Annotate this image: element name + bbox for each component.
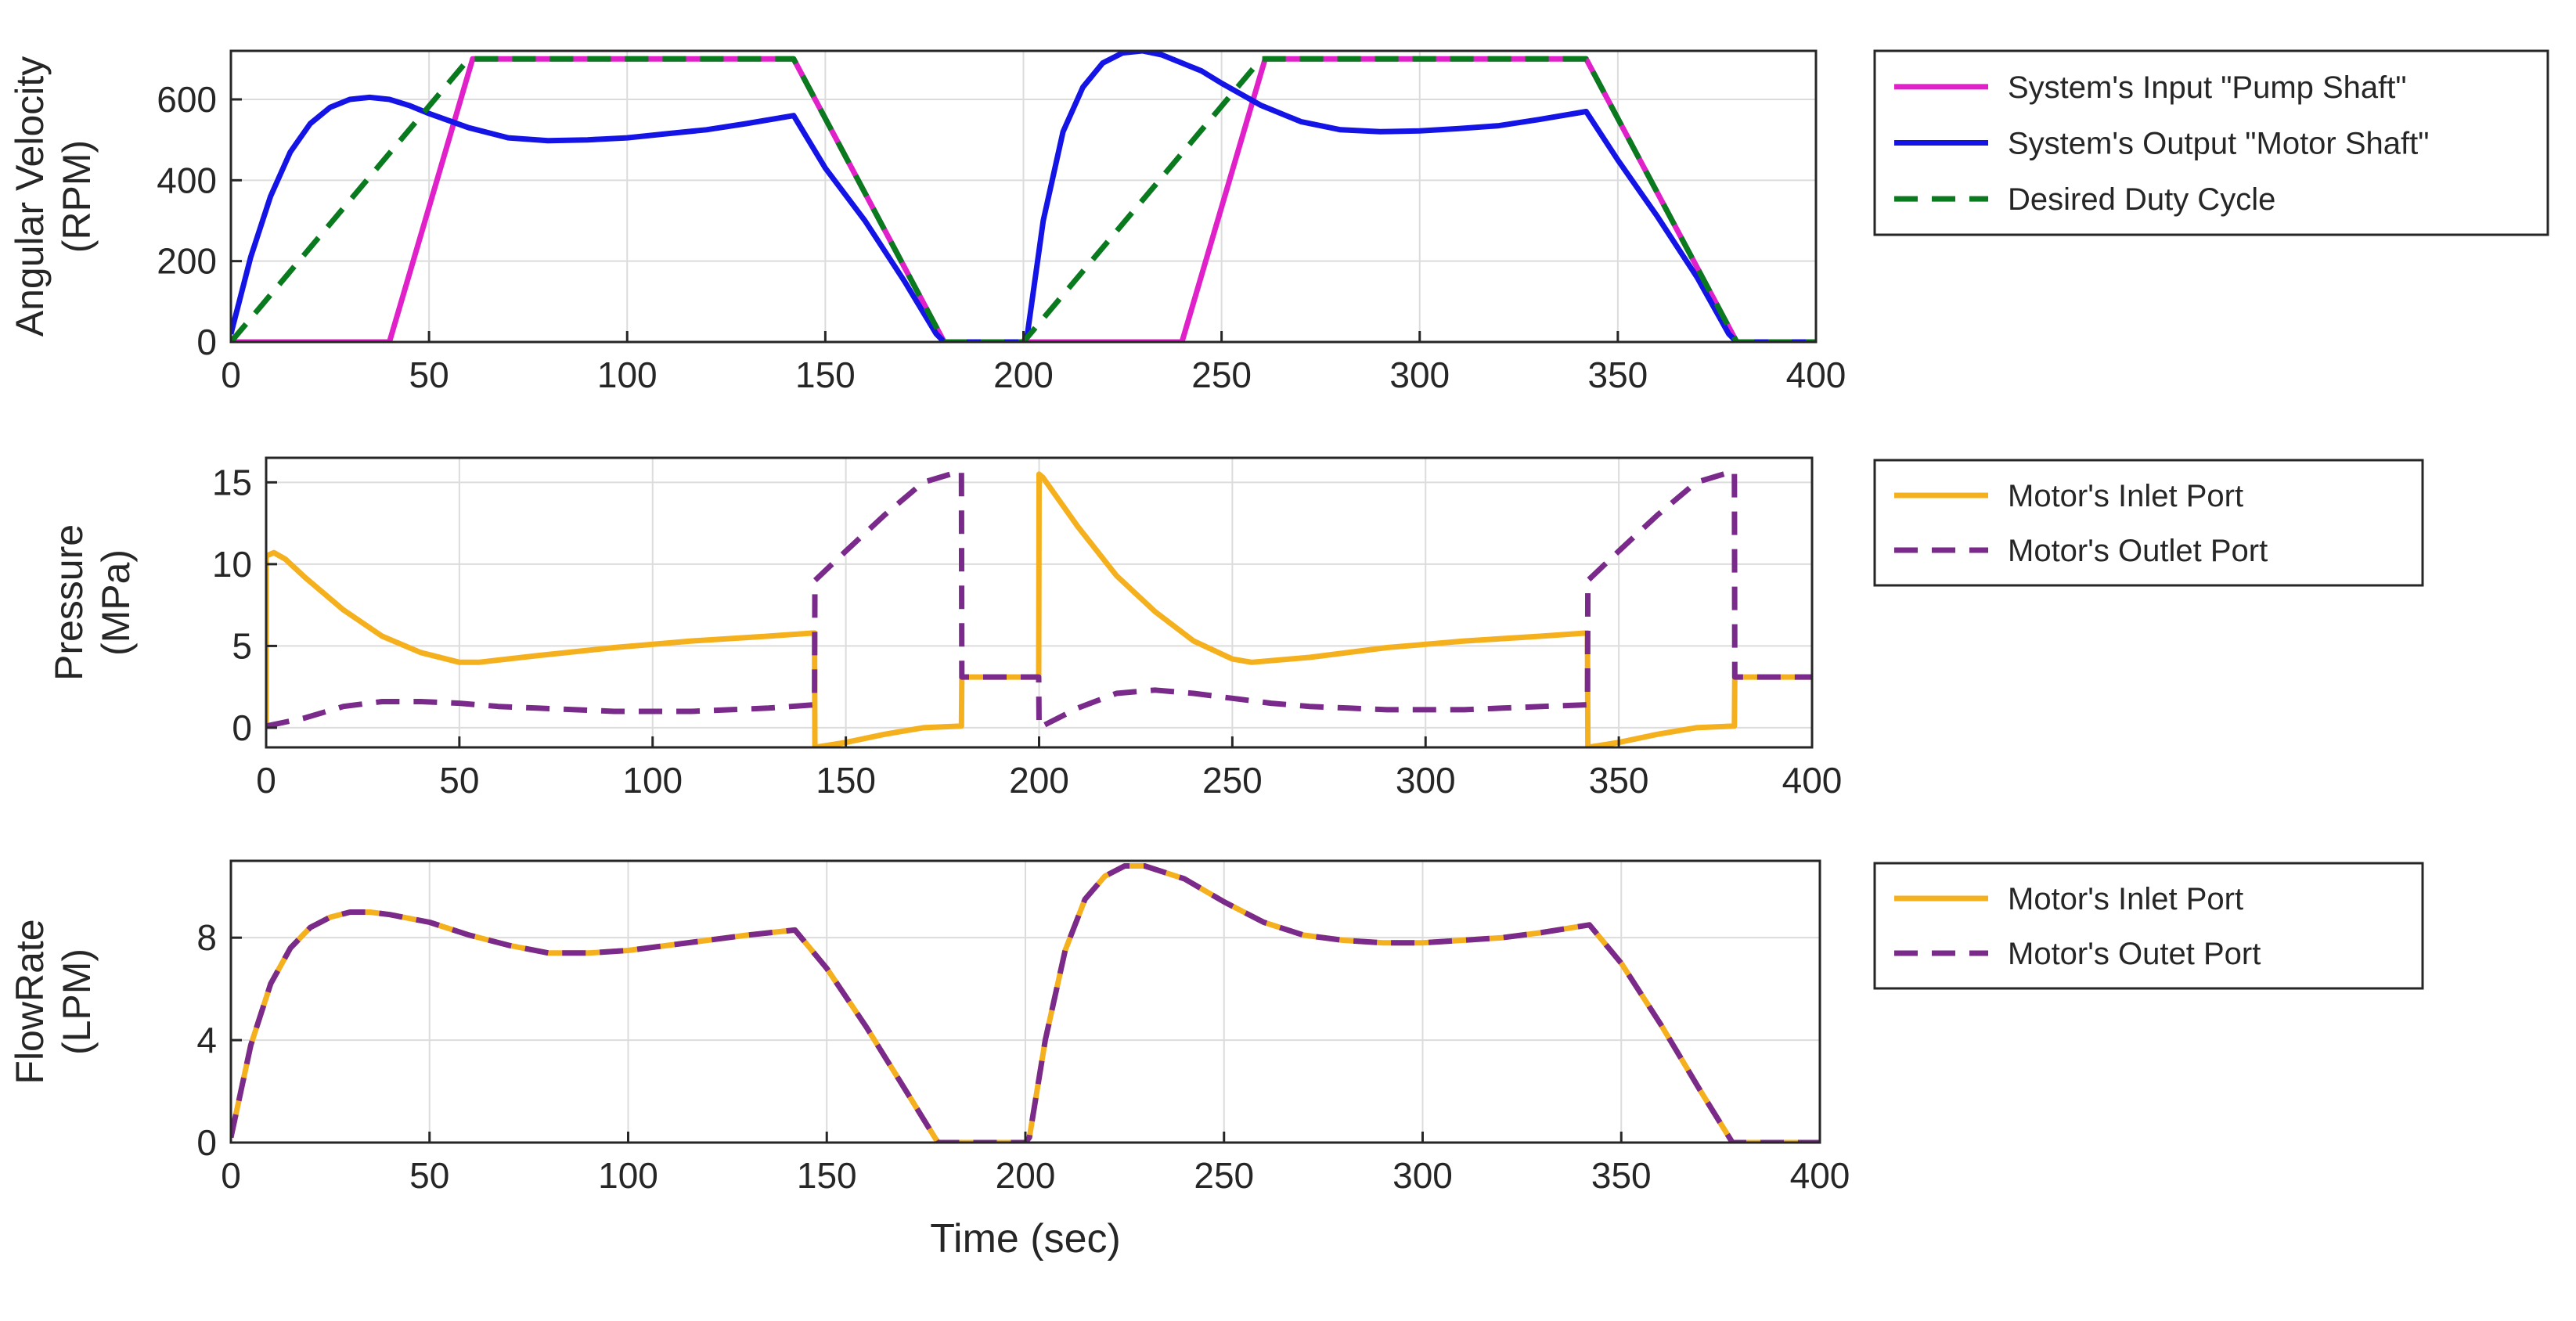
grid-lines [230, 861, 1821, 1143]
series-line-0 [231, 863, 1820, 1143]
series-lines [231, 51, 1816, 342]
series-lines [231, 863, 1820, 1143]
legend-label-1: System's Output "Motor Shaft" [2008, 127, 2429, 161]
y-axis-label-line1: Angular Velocity [8, 56, 52, 337]
legend: Motor's Inlet Port Motor's Outet Port [1873, 862, 2424, 990]
x-tick-label: 150 [797, 1155, 857, 1196]
y-tick-label: 0 [196, 322, 217, 362]
y-tick-label: 200 [157, 241, 217, 282]
panel-angular-velocity: 0 50 100 150 200 250 300 350 400 0 200 400 600 Angul… [8, 49, 2549, 395]
y-tick-label: 0 [196, 1122, 217, 1163]
tick-labels: 0 50 100 150 200 250 300 350 400 0 200 400 600 [157, 79, 1846, 395]
x-tick-label: 150 [795, 355, 856, 395]
y-tick-label: 5 [232, 625, 252, 666]
y-axis-label-line2: (LPM) [55, 948, 99, 1055]
legend-box [1873, 862, 2424, 990]
y-tick-label: 4 [196, 1020, 217, 1060]
y-tick-label: 10 [212, 544, 252, 585]
x-tick-label: 400 [1786, 355, 1846, 395]
x-tick-label: 300 [1396, 760, 1456, 801]
y-tick-label: 400 [157, 160, 217, 200]
x-tick-label: 300 [1392, 1155, 1453, 1196]
x-tick-label: 100 [622, 760, 683, 801]
series-line-0 [266, 471, 1812, 747]
x-tick-label: 350 [1591, 1155, 1652, 1196]
series-lines [266, 468, 1812, 747]
x-tick-label: 250 [1191, 355, 1252, 395]
x-tick-label: 400 [1782, 760, 1843, 801]
x-tick-label: 400 [1790, 1155, 1850, 1196]
y-axis-label-line2: (MPa) [94, 549, 138, 656]
legend-label-0: System's Input "Pump Shaft" [2008, 70, 2407, 105]
legend-label-0: Motor's Inlet Port [2008, 882, 2243, 916]
y-tick-label: 15 [212, 462, 252, 502]
x-tick-label: 350 [1589, 760, 1649, 801]
y-axis-label-line1: Pressure [47, 524, 91, 681]
x-tick-label: 200 [1009, 760, 1069, 801]
x-tick-label: 300 [1389, 355, 1450, 395]
x-tick-label: 0 [221, 355, 241, 395]
x-tick-label: 100 [597, 355, 658, 395]
y-tick-label: 8 [196, 917, 217, 958]
series-line-2 [231, 56, 1816, 342]
x-tick-label: 100 [598, 1155, 658, 1196]
x-tick-label: 150 [816, 760, 876, 801]
x-tick-label: 200 [996, 1155, 1056, 1196]
x-axis-label: Time (sec) [930, 1216, 1121, 1262]
legend-label-0: Motor's Inlet Port [2008, 479, 2243, 513]
y-axis-label-line2: (RPM) [55, 140, 99, 253]
legend-label-1: Motor's Outet Port [2008, 937, 2261, 971]
legend: Motor's Inlet Port Motor's Outlet Port [1873, 459, 2424, 587]
x-tick-label: 50 [439, 760, 479, 801]
x-tick-label: 200 [993, 355, 1054, 395]
legend: System's Input "Pump Shaft" System's Outp… [1873, 49, 2549, 236]
y-tick-label: 600 [157, 79, 217, 120]
y-axis-label-line1: FlowRate [8, 919, 52, 1084]
panel-flowrate: 0 50 100 150 200 250 300 350 400 0 4 8 FlowRate (LP… [8, 859, 2424, 1262]
legend-box [1873, 459, 2424, 587]
legend-label-2: Desired Duty Cycle [2008, 182, 2275, 217]
legend-label-1: Motor's Outlet Port [2008, 534, 2268, 568]
series-line-1 [266, 468, 1812, 731]
x-tick-label: 50 [409, 1155, 449, 1196]
y-tick-label: 0 [232, 707, 252, 748]
x-tick-label: 0 [256, 760, 276, 801]
x-tick-label: 350 [1588, 355, 1648, 395]
x-tick-label: 250 [1194, 1155, 1254, 1196]
tick-labels: 0 50 100 150 200 250 300 350 400 0 4 8 [196, 917, 1850, 1196]
x-tick-label: 0 [221, 1155, 241, 1196]
grid-lines [230, 51, 1817, 343]
x-tick-label: 50 [409, 355, 449, 395]
tick-labels: 0 50 100 150 200 250 300 350 400 0 5 10 15 [212, 462, 1843, 801]
x-tick-label: 250 [1202, 760, 1263, 801]
